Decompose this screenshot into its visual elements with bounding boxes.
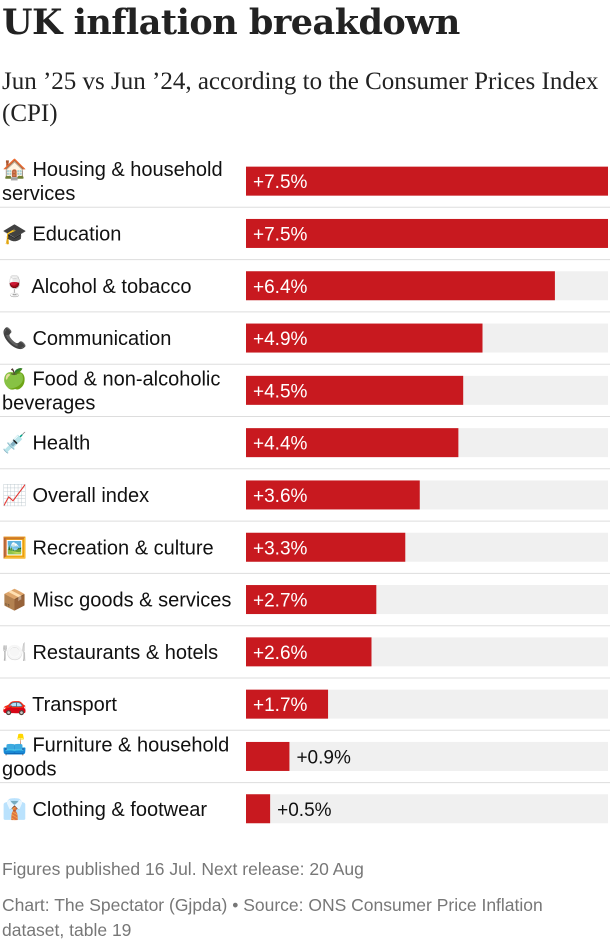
bar xyxy=(246,637,372,667)
value-label: +2.6% xyxy=(253,643,308,664)
value-label: +7.5% xyxy=(253,224,308,245)
value-label: +6.4% xyxy=(253,277,308,298)
bar xyxy=(246,794,271,824)
bar xyxy=(246,585,377,615)
chart-subtitle: Jun ’25 vs Jun ’24, according to the Con… xyxy=(2,68,599,127)
bar-track xyxy=(246,741,608,771)
value-label: +7.5% xyxy=(253,172,308,193)
value-label: +0.9% xyxy=(296,747,351,768)
bar xyxy=(246,689,329,719)
category-label: 🍏 Food & non-alcoholic beverages xyxy=(2,366,220,414)
category-label: 💉 Health xyxy=(2,431,90,455)
value-label: +4.4% xyxy=(253,434,308,455)
value-label: +4.9% xyxy=(253,329,308,350)
value-label: +4.5% xyxy=(253,381,308,402)
category-label: 🍽️ Restaurants & hotels xyxy=(2,642,218,664)
value-label: +2.7% xyxy=(253,591,308,612)
category-label: 📞 Communication xyxy=(2,325,171,350)
value-label: +1.7% xyxy=(253,695,308,716)
bar xyxy=(246,166,608,196)
category-label: 🖼️ Recreation & culture xyxy=(2,535,214,559)
bar xyxy=(246,271,555,301)
bar-chart: +7.5% 🏠 Housing & household services +7.5% 🎓… xyxy=(0,158,610,824)
release-note: Figures published 16 Jul. Next release: … xyxy=(2,859,364,879)
category-label: 📦 Misc goods & services xyxy=(2,588,231,612)
category-label: 👔 Clothing & footwear xyxy=(2,797,207,821)
bar-track xyxy=(246,794,608,824)
category-label: 🚗 Transport xyxy=(2,694,117,716)
category-label: 🏠 Housing & household services xyxy=(2,158,223,205)
value-label: +0.5% xyxy=(277,800,332,821)
category-label: 🛋️ Furniture & household goods xyxy=(2,732,229,780)
category-label: 🎓 Education xyxy=(2,223,121,245)
category-label: 📈 Overall index xyxy=(2,483,149,507)
value-label: +3.6% xyxy=(253,486,308,507)
chart-title: UK inflation breakdown xyxy=(2,2,460,43)
bar xyxy=(246,428,459,458)
bar xyxy=(246,480,420,510)
bar xyxy=(246,218,608,248)
bar xyxy=(246,375,464,405)
bar xyxy=(246,323,483,353)
bar xyxy=(246,532,406,562)
value-label: +3.3% xyxy=(253,538,308,559)
bar xyxy=(246,741,290,771)
category-label: 🍷 Alcohol & tobacco xyxy=(2,274,191,298)
chart-source: Chart: The Spectator (Gjpda) • Source: O… xyxy=(2,895,543,940)
